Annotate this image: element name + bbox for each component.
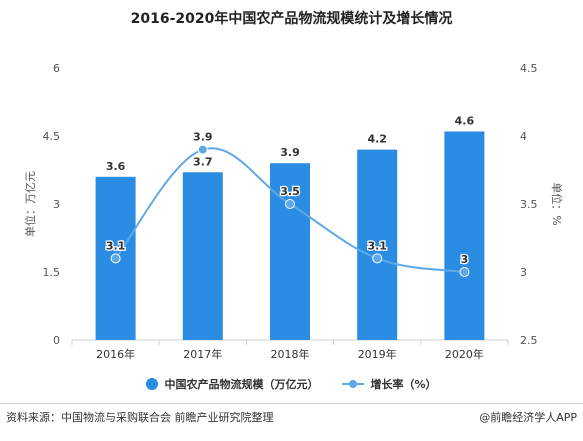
growth-rate-data-label: 3 — [461, 253, 469, 266]
y-right-tick-label: 3.5 — [520, 198, 538, 211]
brand-credit: @前瞻经济学人APP — [479, 411, 577, 424]
legend-line-label: 增长率（%） — [370, 378, 437, 391]
y-left-tick-label: 0 — [53, 334, 60, 347]
growth-rate-point — [197, 144, 208, 155]
legend-item-line: 增长率（%） — [342, 376, 437, 392]
legend-item-bar: 中国农产品物流规模（万亿元） — [146, 376, 318, 392]
chart-title: 2016-2020年中国农产品物流规模统计及增长情况 — [130, 11, 453, 27]
growth-rate-point — [459, 267, 470, 277]
bar-data-label: 4.2 — [367, 133, 387, 146]
bar-data-label: 3.7 — [193, 155, 213, 168]
growth-rate-point — [372, 253, 383, 264]
growth-rate-data-label: 3.1 — [106, 239, 126, 252]
bar — [182, 172, 223, 340]
growth-rate-data-label: 3.9 — [193, 131, 213, 144]
y-left-axis-label: 单位：万亿元 — [23, 171, 37, 237]
bar-data-label: 3.9 — [280, 146, 300, 159]
chart-legend: 中国农产品物流规模（万亿元） 增长率（%） — [0, 376, 583, 392]
growth-rate-point — [110, 253, 121, 264]
bar — [444, 131, 485, 340]
x-tick-label: 2019年 — [358, 347, 397, 361]
x-tick-label: 2017年 — [183, 347, 222, 361]
x-tick-label: 2020年 — [445, 347, 484, 361]
legend-bar-swatch — [146, 378, 159, 390]
y-left-tick-label: 3 — [53, 198, 60, 211]
bar-data-label: 3.6 — [106, 160, 126, 173]
bar — [357, 149, 398, 340]
footer-divider — [0, 403, 583, 404]
y-left-tick-label: 6 — [53, 62, 60, 75]
footer: 资料来源：中国物流与采购联合会 前瞻产业研究院整理 @前瞻经济学人APP — [6, 409, 577, 425]
source-note: 资料来源：中国物流与采购联合会 前瞻产业研究院整理 — [6, 411, 274, 424]
bar-data-label: 4.6 — [455, 114, 475, 127]
y-right-tick-label: 4.5 — [520, 62, 538, 75]
x-tick-label: 2018年 — [271, 347, 310, 361]
growth-rate-line — [114, 147, 465, 273]
y-right-axis-label: 单位：% — [550, 182, 564, 225]
x-tick-label: 2016年 — [96, 347, 135, 361]
y-left-tick-label: 4.5 — [43, 130, 61, 143]
y-right-tick-label: 2.5 — [520, 334, 538, 347]
growth-rate-data-label: 3.1 — [367, 239, 387, 252]
legend-line-swatch — [342, 378, 365, 390]
growth-rate-data-label: 3.5 — [280, 185, 300, 198]
y-left-tick-label: 1.5 — [43, 266, 61, 279]
y-right-tick-label: 3 — [520, 266, 527, 279]
y-right-tick-label: 4 — [520, 130, 527, 143]
growth-rate-point — [285, 199, 295, 209]
legend-bar-label: 中国农产品物流规模（万亿元） — [164, 378, 319, 391]
